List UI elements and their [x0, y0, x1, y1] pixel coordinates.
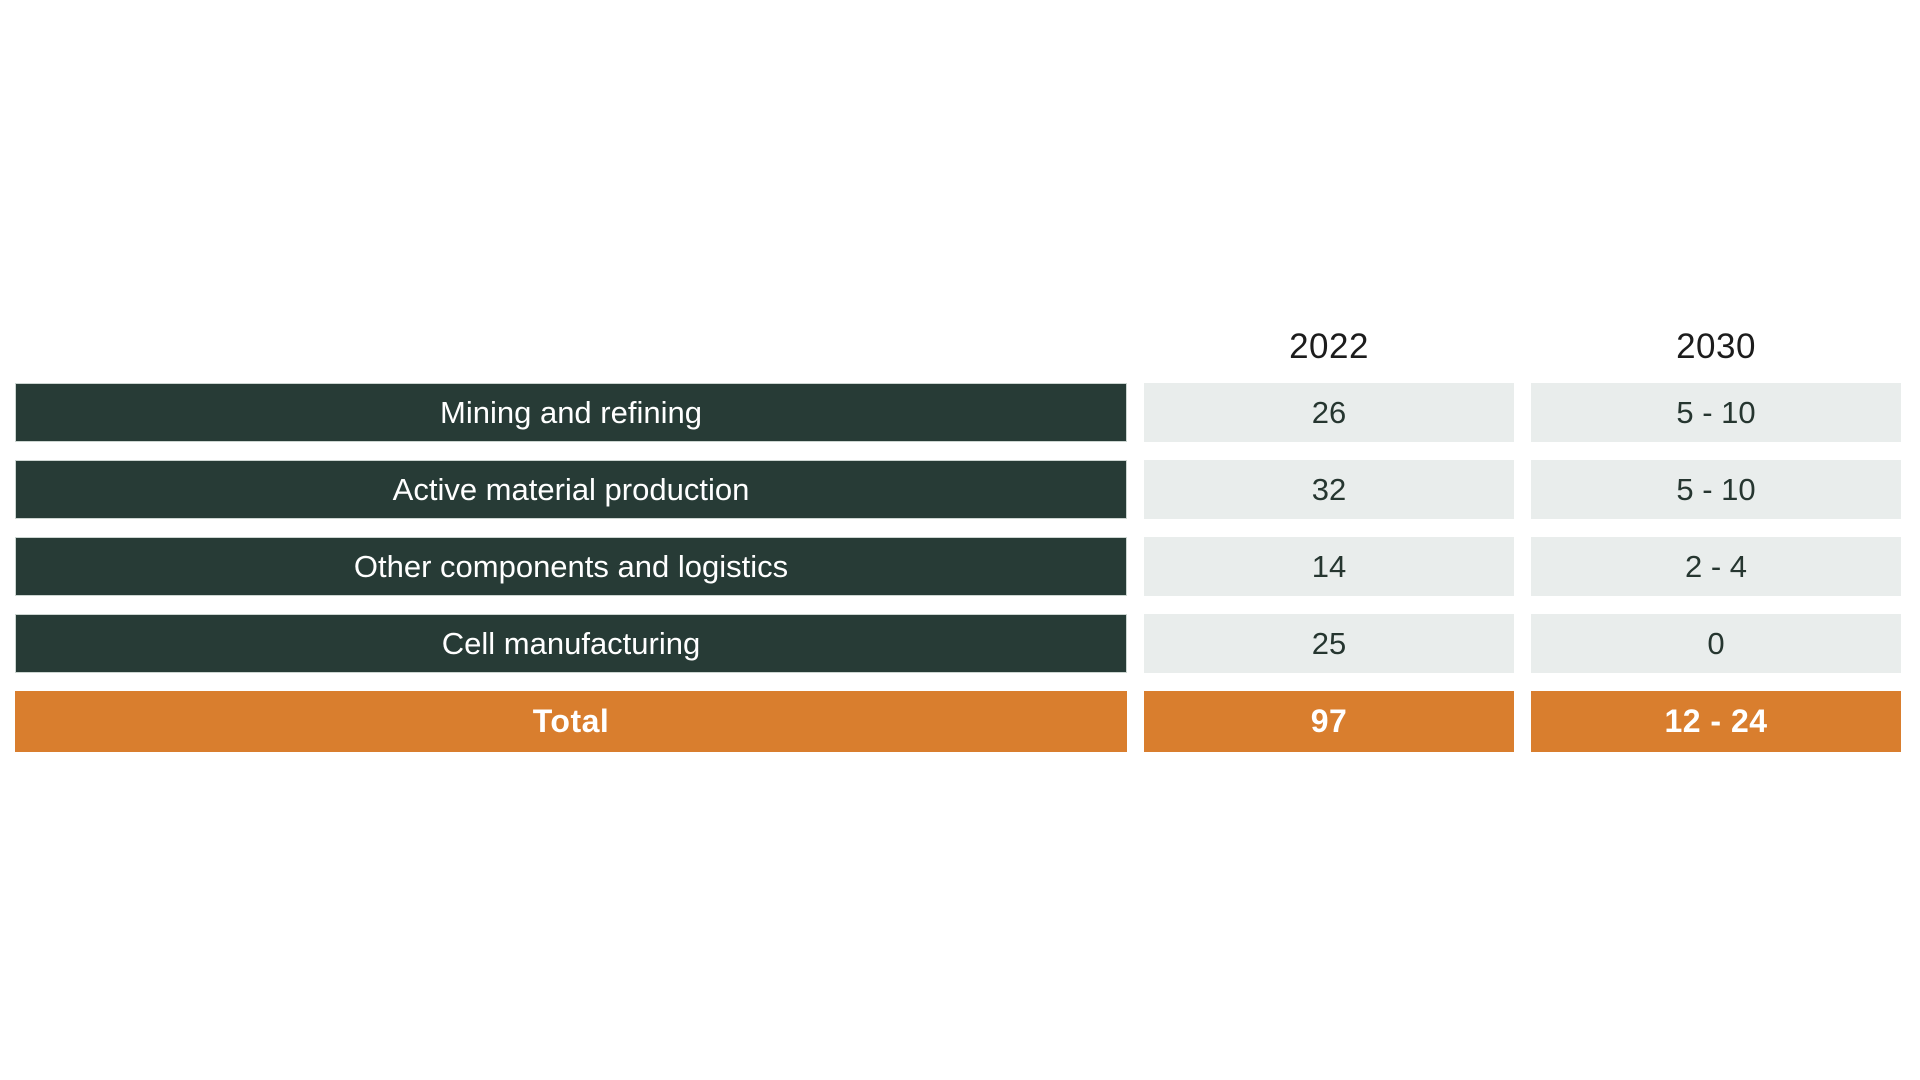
value-2022-active-material-production: 32 [1144, 460, 1514, 519]
value-2030-cell-manufacturing: 0 [1531, 614, 1901, 673]
row-label-active-material-production: Active material production [15, 460, 1127, 519]
value-2030-mining-and-refining: 5 - 10 [1531, 383, 1901, 442]
column-header-2030: 2030 [1676, 327, 1756, 366]
column-header-2022: 2022 [1289, 327, 1369, 366]
value-2022-cell-manufacturing: 25 [1144, 614, 1514, 673]
total-value-2030: 12 - 24 [1531, 691, 1901, 752]
value-2030-active-material-production: 5 - 10 [1531, 460, 1901, 519]
header-spacer [15, 328, 1127, 365]
value-2030-other-components-and-logistics: 2 - 4 [1531, 537, 1901, 596]
row-label-mining-and-refining: Mining and refining [15, 383, 1127, 442]
row-label-other-components-and-logistics: Other components and logistics [15, 537, 1127, 596]
total-value-2022: 97 [1144, 691, 1514, 752]
row-label-cell-manufacturing: Cell manufacturing [15, 614, 1127, 673]
total-row-label: Total [15, 691, 1127, 752]
value-2022-other-components-and-logistics: 14 [1144, 537, 1514, 596]
value-2022-mining-and-refining: 26 [1144, 383, 1514, 442]
cost-table: 2022 2030 Mining and refining 26 5 - 10 … [15, 328, 1901, 752]
